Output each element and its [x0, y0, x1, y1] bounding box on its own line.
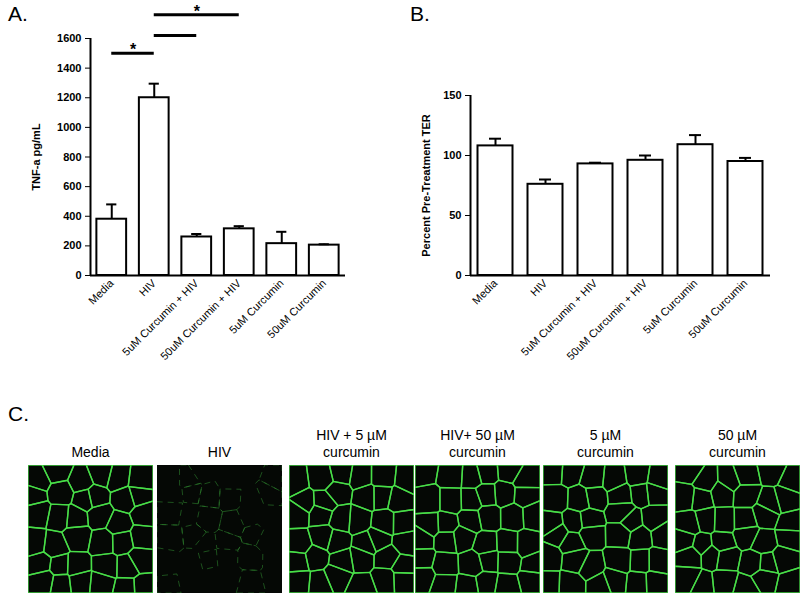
svg-text:5uM Curcumin: 5uM Curcumin: [640, 276, 700, 336]
svg-text:1400: 1400: [57, 62, 81, 74]
svg-text:Media: Media: [86, 276, 116, 306]
svg-text:5uM Curcumin: 5uM Curcumin: [226, 276, 286, 336]
html-text:C.: C.: [8, 402, 29, 425]
svg-text:800: 800: [63, 151, 81, 163]
svg-text:1000: 1000: [57, 121, 81, 133]
html-text:HIV + 5 µM curcumin: HIV + 5 µM curcumin: [316, 427, 387, 460]
html-text:HIV: HIV: [207, 444, 232, 460]
svg-text:200: 200: [63, 239, 81, 251]
html-text:HIV+ 50 µM curcumin: HIV+ 50 µM curcumin: [440, 427, 515, 460]
svg-text:1200: 1200: [57, 91, 81, 103]
svg-text:HIV: HIV: [137, 276, 159, 298]
svg-text:600: 600: [63, 180, 81, 192]
svg-text:Media: Media: [470, 276, 500, 306]
html-text:Media: Media: [71, 444, 110, 460]
svg-text:HIV: HIV: [528, 276, 550, 298]
svg-text:50uM Curcumin: 50uM Curcumin: [686, 277, 749, 340]
svg-text:400: 400: [63, 210, 81, 222]
svg-text:50: 50: [449, 209, 461, 221]
svg-text:50uM Curcumin: 50uM Curcumin: [265, 277, 328, 340]
html-text:50 µM curcumin: 50 µM curcumin: [709, 427, 766, 460]
svg-text:0: 0: [455, 269, 461, 281]
html-text:A.: A.: [8, 2, 28, 25]
svg-text:Percent Pre-Treatment TER: Percent Pre-Treatment TER: [420, 114, 432, 256]
html-text:5 µM curcumin: 5 µM curcumin: [577, 427, 634, 460]
svg-text:50uM Curcumin + HIV: 50uM Curcumin + HIV: [158, 276, 244, 362]
svg-text:*: *: [194, 3, 201, 20]
html-text:B.: B.: [410, 2, 430, 25]
svg-text:5uM Curcumin + HIV: 5uM Curcumin + HIV: [120, 276, 201, 357]
svg-text:50uM Curcumin + HIV: 50uM Curcumin + HIV: [564, 276, 650, 362]
svg-text:5uM Curcumin + HIV: 5uM Curcumin + HIV: [518, 276, 600, 358]
svg-text:TNF-a pg/mL: TNF-a pg/mL: [30, 123, 42, 190]
svg-text:100: 100: [443, 149, 461, 161]
svg-text:0: 0: [75, 269, 81, 281]
svg-text:*: *: [130, 41, 137, 58]
svg-text:1600: 1600: [57, 32, 81, 44]
svg-text:150: 150: [443, 89, 461, 101]
